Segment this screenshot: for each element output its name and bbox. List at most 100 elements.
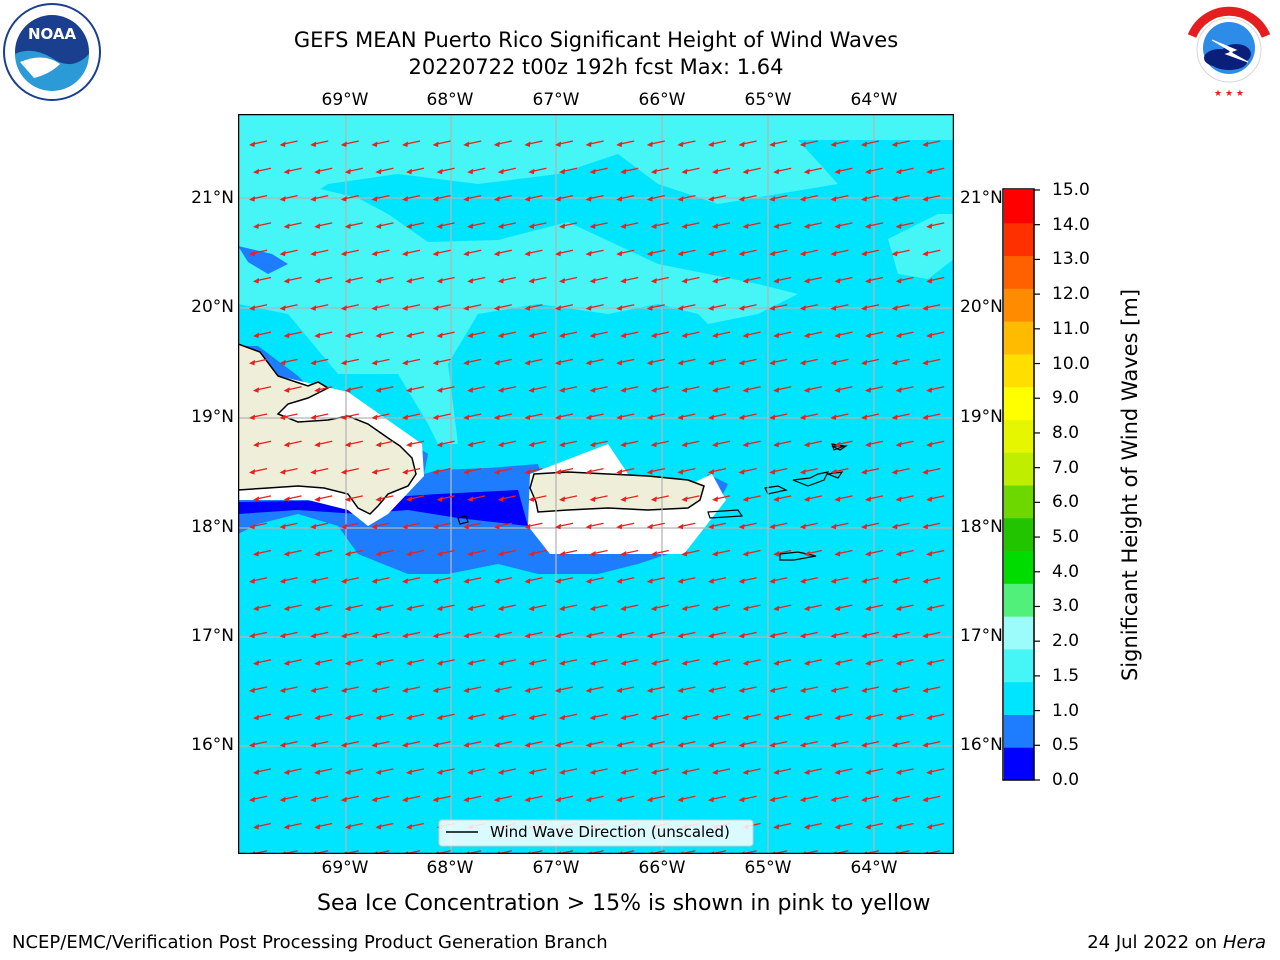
wind-arrow xyxy=(249,740,268,748)
wind-arrow xyxy=(406,331,425,339)
colorbar-title: Significant Height of Wind Waves [m] xyxy=(1118,288,1142,682)
wind-arrow xyxy=(773,495,792,502)
wind-arrow xyxy=(493,304,512,311)
colorbar-tick-label: 6.0 xyxy=(1052,492,1080,513)
wind-arrow xyxy=(922,304,941,311)
wind-arrow xyxy=(555,249,574,257)
wind-arrow xyxy=(559,768,578,775)
wind-arrow xyxy=(803,495,822,502)
wind-arrow xyxy=(524,467,543,475)
colorbar-tick-label: 1.0 xyxy=(1052,700,1080,721)
wind-arrow xyxy=(861,522,880,530)
wind-arrow xyxy=(861,249,880,257)
wind-arrow xyxy=(559,331,578,339)
wind-arrow xyxy=(340,577,359,584)
wind-arrow xyxy=(803,713,822,721)
wind-arrow xyxy=(375,549,394,557)
wind-arrow xyxy=(799,467,818,475)
wind-arrow xyxy=(371,194,390,202)
wind-arrow xyxy=(283,604,302,612)
wind-arrow xyxy=(467,549,486,557)
wind-arrow xyxy=(773,386,792,393)
wind-arrow xyxy=(340,740,359,748)
wind-arrow xyxy=(738,795,757,803)
wind-arrow xyxy=(528,549,547,557)
wind-arrow xyxy=(620,440,639,448)
wind-arrow xyxy=(773,549,792,557)
wind-arrow xyxy=(799,522,818,530)
wind-arrow xyxy=(895,386,914,393)
lon-label-bottom: 67°W xyxy=(532,858,580,878)
wind-arrow xyxy=(493,577,512,584)
wind-arrow xyxy=(249,194,268,202)
wind-arrow xyxy=(712,276,731,284)
wind-arrow xyxy=(646,413,665,420)
wind-arrow xyxy=(344,822,363,830)
wind-arrow xyxy=(524,686,543,693)
wind-arrow xyxy=(926,331,945,339)
wind-arrow xyxy=(926,768,945,775)
wind-arrow xyxy=(497,222,516,229)
wind-arrow xyxy=(340,140,359,147)
wind-arrow xyxy=(677,140,696,147)
wind-arrow xyxy=(803,222,822,229)
lon-label-top: 67°W xyxy=(532,90,580,110)
wind-arrow xyxy=(524,413,543,420)
map-panel: Wind Wave Direction (unscaled) xyxy=(238,114,954,854)
wind-arrow xyxy=(712,713,731,721)
wind-arrow xyxy=(463,413,482,420)
lat-label-left: 20°N xyxy=(191,297,234,317)
colorbar-bin xyxy=(1004,255,1034,289)
wind-arrow xyxy=(803,386,822,393)
wind-arrow xyxy=(738,686,757,693)
wind-arrow xyxy=(279,467,298,475)
wind-arrow xyxy=(253,222,272,229)
wind-arrow xyxy=(712,659,731,666)
wind-arrow xyxy=(712,440,731,448)
wind-arrow xyxy=(773,768,792,775)
wind-arrow xyxy=(432,358,451,366)
wind-arrow xyxy=(253,713,272,721)
lat-label-left: 17°N xyxy=(191,626,234,646)
wind-arrow xyxy=(344,713,363,721)
wind-arrow xyxy=(559,549,578,557)
wind-arrow xyxy=(620,331,639,339)
wind-arrow xyxy=(803,604,822,612)
wind-arrow xyxy=(891,304,910,311)
wind-arrow xyxy=(493,522,512,530)
wind-arrow xyxy=(340,304,359,311)
wave-field-light xyxy=(888,214,954,279)
wind-arrow xyxy=(589,276,608,284)
wind-arrow xyxy=(865,167,884,175)
wind-arrow xyxy=(493,467,512,475)
wind-arrow xyxy=(922,631,941,639)
wind-arrow xyxy=(650,768,669,775)
wind-arrow xyxy=(432,304,451,311)
wind-arrow xyxy=(402,194,421,202)
wind-arrow xyxy=(834,386,853,393)
wind-arrow xyxy=(375,386,394,393)
wind-arrow xyxy=(677,467,696,475)
wave-field-light xyxy=(238,114,954,214)
wind-arrow xyxy=(830,631,849,639)
wind-arrow xyxy=(834,167,853,175)
wind-arrow xyxy=(708,577,727,584)
wind-arrow xyxy=(677,358,696,366)
wind-arrow xyxy=(253,276,272,284)
wind-arrow xyxy=(589,331,608,339)
wind-arrow xyxy=(922,686,941,693)
wind-arrow xyxy=(585,140,604,147)
wind-arrow xyxy=(344,549,363,557)
colorbar-tick-label: 13.0 xyxy=(1052,249,1090,270)
wind-arrow xyxy=(524,194,543,202)
wind-arrow xyxy=(803,331,822,339)
wind-arrow xyxy=(865,276,884,284)
wind-arrow xyxy=(861,413,880,420)
wind-arrow xyxy=(773,331,792,339)
wind-arrow xyxy=(773,713,792,721)
wind-arrow xyxy=(589,222,608,229)
wind-arrow xyxy=(493,249,512,257)
wind-arrow xyxy=(559,604,578,612)
wind-arrow xyxy=(738,522,757,530)
wind-arrow xyxy=(677,631,696,639)
